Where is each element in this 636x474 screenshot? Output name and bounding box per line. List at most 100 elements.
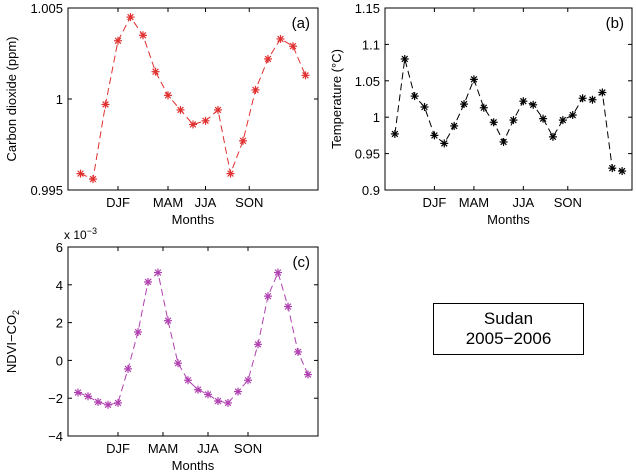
data-point — [548, 132, 557, 141]
data-point — [144, 277, 152, 286]
y-tick-label: 0.95 — [355, 147, 380, 162]
data-point — [84, 392, 92, 401]
data-point — [164, 91, 172, 100]
plot-frame — [384, 7, 633, 191]
x-tick-label: DJF — [422, 195, 446, 210]
data-point — [254, 340, 262, 349]
data-point — [114, 398, 122, 407]
x-axis-label: Months — [487, 212, 530, 227]
data-point — [529, 100, 538, 109]
data-point — [264, 54, 272, 63]
y-axis-label: NDVI−CO2 — [4, 310, 21, 373]
data-point — [244, 376, 252, 385]
data-point — [618, 167, 627, 176]
data-point — [499, 137, 508, 146]
series-line — [77, 271, 309, 406]
data-point — [450, 121, 459, 130]
data-point — [539, 114, 548, 123]
data-point — [174, 359, 182, 368]
data-point — [304, 370, 312, 379]
x-axis-label: Months — [172, 458, 215, 473]
data-point — [430, 131, 439, 140]
data-point — [588, 95, 597, 104]
data-point — [139, 31, 147, 40]
x-tick-label: JJA — [197, 441, 219, 456]
data-point — [114, 36, 122, 45]
data-point — [151, 67, 160, 76]
chart-panel-3: −4 −2 0 2 4 6 DJF MAM JJA SON Months NDVI−CO2 (c) x 1… — [4, 226, 319, 473]
y-tick-label: 1.1 — [362, 37, 380, 52]
y-axis-label: Carbon dioxide (ppm) — [4, 36, 19, 161]
x-tick-label: JJA — [512, 195, 534, 210]
data-point — [104, 400, 112, 409]
y-tick-label: −4 — [48, 429, 63, 444]
data-point — [598, 88, 607, 97]
y-tick-label: 0.995 — [30, 183, 63, 198]
y-tick-label: 1.005 — [30, 1, 63, 16]
data-point — [469, 75, 478, 84]
data-point — [440, 139, 449, 148]
series-line — [80, 16, 306, 180]
panel-tag: (b) — [606, 15, 624, 32]
data-point — [276, 34, 285, 43]
data-point — [214, 397, 222, 406]
y-tick-label: 0.9 — [362, 183, 380, 198]
data-point — [410, 92, 419, 101]
y-tick-label: 1.15 — [355, 1, 380, 16]
data-point — [126, 13, 135, 22]
data-point — [519, 97, 528, 106]
data-point — [460, 100, 469, 109]
data-point — [234, 387, 242, 396]
panel-tag: (a) — [292, 15, 310, 32]
y-tick-label: 2 — [56, 316, 63, 331]
data-point — [264, 292, 272, 301]
x-tick-label: JJA — [195, 195, 217, 210]
y-tick-label: −2 — [48, 391, 63, 406]
annotation-box: Sudan 2005−2006 — [433, 303, 584, 355]
data-point — [284, 302, 292, 311]
data-point — [251, 85, 260, 94]
x-axis-label: Months — [172, 212, 215, 227]
x-tick-label: DJF — [106, 195, 130, 210]
data-point — [226, 169, 235, 178]
data-point — [189, 120, 197, 129]
panel-tag: (c) — [293, 254, 311, 271]
x-tick-label: MAM — [153, 195, 183, 210]
y-axis-label: Temperature (°C) — [329, 49, 344, 149]
annotation-line-1: Sudan — [483, 309, 534, 328]
data-point — [289, 42, 297, 51]
x-tick-label: MAM — [148, 441, 178, 456]
axis-multiplier: x 10−3 — [64, 226, 97, 242]
x-tick-label: MAM — [459, 195, 489, 210]
data-point — [400, 54, 409, 63]
data-point — [76, 169, 85, 178]
x-tick-label: DJF — [106, 441, 130, 456]
x-tick-label: SON — [554, 195, 582, 210]
data-point — [608, 164, 617, 173]
chart-panel-1: 0.995 1 1.005 DJF MAM JJA SON Months Carbon diox… — [4, 1, 319, 227]
data-point — [214, 105, 222, 114]
data-point — [201, 116, 210, 125]
data-point — [101, 100, 110, 109]
data-point — [89, 175, 97, 184]
data-point — [274, 268, 282, 277]
data-point — [134, 328, 142, 337]
data-point — [194, 385, 202, 394]
data-point — [204, 390, 212, 399]
y-tick-label: 1 — [56, 92, 63, 107]
chart-panel-2: 0.9 0.95 1 1.05 1.1 1.15 DJF MAM JJA SON Months Tem… — [329, 1, 633, 227]
data-point — [509, 116, 518, 125]
y-tick-label: 1.05 — [355, 74, 380, 89]
data-point — [164, 316, 172, 325]
y-tick-label: 1 — [373, 110, 380, 125]
y-tick-label: 0 — [56, 353, 63, 368]
data-point — [294, 347, 302, 356]
data-point — [176, 105, 185, 114]
y-tick-label: 6 — [56, 240, 63, 255]
data-point — [224, 398, 232, 407]
y-tick-label: 4 — [56, 278, 63, 293]
data-point — [124, 364, 132, 373]
data-point — [578, 94, 587, 103]
